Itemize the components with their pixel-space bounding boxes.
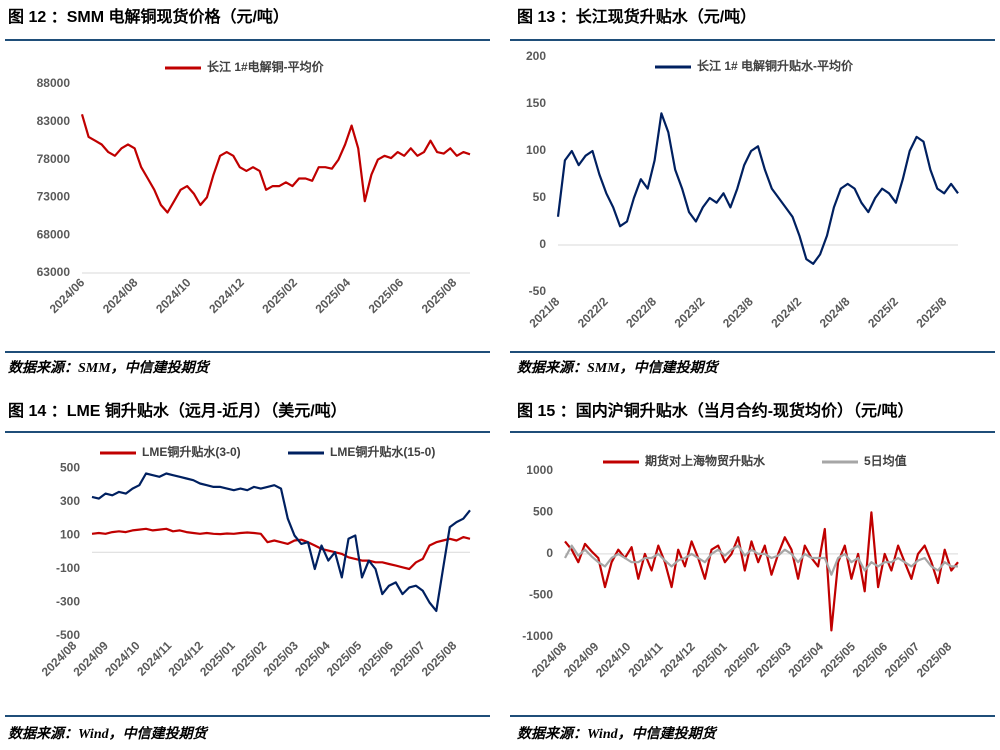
y-tick-label: 78000 bbox=[37, 152, 71, 166]
series-line bbox=[91, 472, 471, 612]
series-line bbox=[91, 527, 471, 571]
y-tick-label: 100 bbox=[526, 143, 546, 157]
x-tick-label: 2024/10 bbox=[593, 639, 634, 680]
legend-label: LME铜升贴水(3-0) bbox=[142, 444, 241, 459]
series-line bbox=[80, 113, 471, 214]
x-tick-label: 2024/10 bbox=[102, 638, 143, 679]
x-tick-label: 2025/2 bbox=[865, 294, 901, 330]
y-tick-label: 500 bbox=[60, 461, 80, 475]
source: 数据来源：Wind，中信建投期货 bbox=[8, 725, 209, 742]
chart-title: 图 14 ：LME 铜升贴水（远月-近月）（美元/吨） bbox=[8, 401, 347, 420]
x-tick-label: 2025/08 bbox=[419, 638, 460, 679]
y-tick-label: 83000 bbox=[37, 114, 71, 128]
y-tick-label: 100 bbox=[60, 528, 80, 542]
y-tick-label: 150 bbox=[526, 96, 546, 110]
series-line bbox=[564, 544, 958, 576]
y-tick-label: 0 bbox=[546, 546, 553, 560]
y-tick-label: 63000 bbox=[37, 265, 71, 279]
x-tick-label: 2021/8 bbox=[527, 294, 563, 330]
x-tick-label: 2025/02 bbox=[259, 275, 300, 316]
x-tick-label: 2024/10 bbox=[153, 275, 194, 316]
source: 数据来源：Wind，中信建投期货 bbox=[517, 725, 718, 742]
y-tick-label: -100 bbox=[56, 561, 80, 575]
y-tick-label: 200 bbox=[526, 49, 546, 63]
x-tick-label: 2024/2 bbox=[768, 294, 804, 330]
series-line bbox=[564, 511, 959, 632]
x-tick-label: 2022/2 bbox=[575, 294, 611, 330]
y-tick-label: 300 bbox=[60, 494, 80, 508]
x-tick-label: 2025/08 bbox=[914, 639, 955, 680]
chart-title: 图 15 ：国内沪铜升贴水（当月合约-现货均价）（元/吨） bbox=[517, 401, 913, 420]
y-tick-label: 73000 bbox=[37, 190, 71, 204]
y-tick-label: 500 bbox=[533, 505, 553, 519]
y-tick-label: 0 bbox=[539, 237, 546, 251]
x-tick-label: 2024/08 bbox=[100, 275, 141, 316]
legend-label: 长江 1# 电解铜升贴水-平均价 bbox=[697, 58, 854, 73]
y-tick-label: -1000 bbox=[522, 629, 553, 643]
legend-label: 期货对上海物贸升贴水 bbox=[645, 453, 766, 468]
source: 数据来源：SMM，中信建投期货 bbox=[8, 359, 211, 376]
x-tick-label: 2024/8 bbox=[817, 294, 853, 330]
chart-title: 图 13 ：长江现货升贴水（元/吨） bbox=[517, 7, 756, 26]
x-tick-label: 2025/04 bbox=[312, 275, 353, 316]
x-tick-label: 2022/8 bbox=[623, 294, 659, 330]
x-tick-label: 2024/12 bbox=[206, 275, 247, 316]
x-tick-label: 2025/08 bbox=[419, 275, 460, 316]
y-tick-label: -500 bbox=[529, 588, 553, 602]
legend-label: 5日均值 bbox=[864, 453, 907, 468]
y-tick-label: 68000 bbox=[37, 227, 71, 241]
y-tick-label: 50 bbox=[533, 190, 547, 204]
source: 数据来源：SMM，中信建投期货 bbox=[517, 359, 720, 376]
y-tick-label: 88000 bbox=[37, 76, 71, 90]
legend-label: LME铜升贴水(15-0) bbox=[330, 444, 435, 459]
series-line bbox=[556, 112, 959, 265]
y-tick-label: -300 bbox=[56, 595, 80, 609]
y-tick-label: 1000 bbox=[526, 463, 553, 477]
y-tick-label: -50 bbox=[529, 284, 547, 298]
x-tick-label: 2023/2 bbox=[672, 294, 708, 330]
x-tick-label: 2024/06 bbox=[47, 275, 88, 316]
legend-label: 长江 1#电解铜-平均价 bbox=[207, 59, 325, 74]
x-tick-label: 2023/8 bbox=[720, 294, 756, 330]
x-tick-label: 2025/8 bbox=[914, 294, 950, 330]
y-tick-label: -500 bbox=[56, 628, 80, 642]
chart-title: 图 12 ：SMM 电解铜现货价格（元/吨） bbox=[8, 7, 289, 26]
x-tick-label: 2025/06 bbox=[366, 275, 407, 316]
